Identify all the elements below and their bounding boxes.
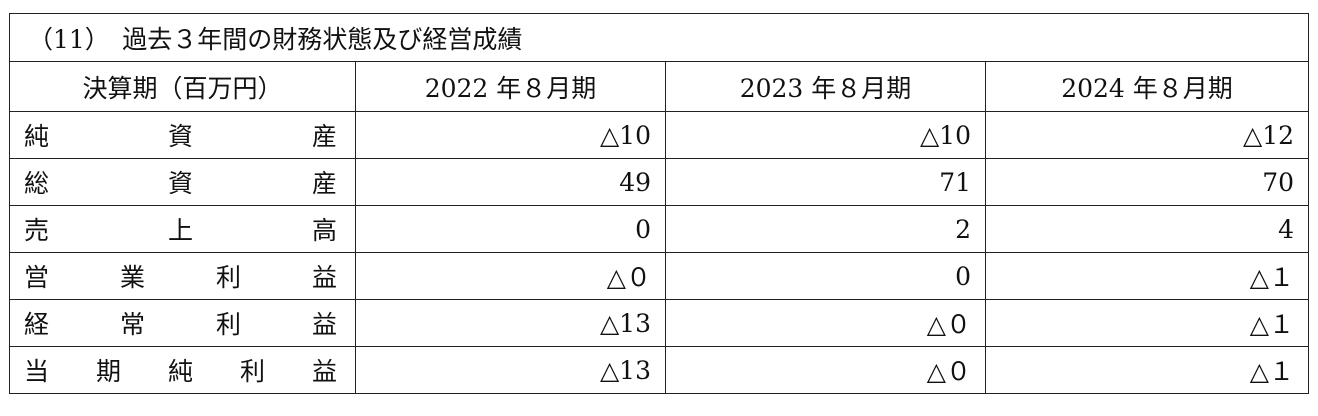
value-cell: △10 (665, 111, 986, 159)
financial-table: （11） 過去３年間の財務状態及び経営成績 決算期（百万円） 2022 年８月期… (8, 13, 1310, 394)
value-cell: △12 (984, 111, 1310, 159)
header-period: 決算期（百万円） (9, 61, 356, 112)
table-row: 経 常 利 益 △13 △０ △１ (9, 299, 1310, 347)
value-cell: △０ (665, 346, 986, 394)
value-cell: 0 (665, 252, 986, 300)
value-cell: 70 (984, 158, 1310, 206)
label-char: 資 (167, 169, 193, 198)
row-label: 営業利益 (9, 252, 356, 300)
table-row: 純資産 △10 △10 △12 (9, 111, 1310, 159)
value-cell: △１ (984, 346, 1310, 394)
header-2023: 2023 年８月期 (665, 61, 986, 112)
value-cell: △０ (665, 299, 986, 347)
header-2024: 2024 年８月期 (984, 61, 1310, 112)
value-cell: △１ (984, 252, 1310, 300)
label-char: 売 (24, 216, 50, 245)
label-char: 営 (24, 263, 50, 292)
label-char: 利 (239, 357, 265, 386)
label-char: 常 (119, 310, 145, 339)
table-row: 営 業 利 益 △０ 0 △１ (9, 252, 1310, 300)
header-row: 決算期（百万円） 2022 年８月期 2023 年８月期 2024 年８月期 (9, 61, 1310, 112)
label-char: 益 (311, 263, 337, 292)
row-label: 純資産 (9, 111, 356, 159)
label-char: 産 (311, 122, 337, 151)
value-cell: 0 (355, 205, 666, 253)
value-cell: △０ (355, 252, 666, 300)
row-label: 総資産 (9, 158, 356, 206)
label-char: 当 (24, 357, 50, 386)
value-cell: △13 (355, 299, 666, 347)
label-char: 利 (215, 263, 241, 292)
value-cell: △１ (984, 299, 1310, 347)
value-cell: △13 (355, 346, 666, 394)
label-char: 純 (167, 357, 193, 386)
label-char: 資 (167, 122, 193, 151)
label-char: 経 (24, 310, 50, 339)
label-char: 純 (24, 122, 50, 151)
label-char: 利 (215, 310, 241, 339)
row-label: 売上高 (9, 205, 356, 253)
value-cell: 4 (984, 205, 1310, 253)
table-row: 当 期 純 利 益 △13 △０ △１ (9, 346, 1310, 394)
label-char: 期 (95, 357, 121, 386)
value-cell: 2 (665, 205, 986, 253)
label-char: 業 (119, 263, 145, 292)
label-char: 益 (311, 310, 337, 339)
label-char: 総 (24, 169, 50, 198)
label-char: 上 (167, 216, 193, 245)
table-title-row: （11） 過去３年間の財務状態及び経営成績 (8, 13, 1310, 62)
label-char: 高 (311, 216, 337, 245)
label-char: 産 (311, 169, 337, 198)
label-char: 益 (311, 357, 337, 386)
value-cell: 49 (355, 158, 666, 206)
table-row: 総 資 産 49 71 70 (9, 158, 1310, 206)
table-title: （11） 過去３年間の財務状態及び経営成績 (8, 13, 1310, 62)
value-cell: △10 (355, 111, 666, 159)
row-label: 経常利益 (9, 299, 356, 347)
value-cell: 71 (665, 158, 986, 206)
header-2022: 2022 年８月期 (355, 61, 666, 112)
row-label: 当期純利益 (9, 346, 356, 394)
